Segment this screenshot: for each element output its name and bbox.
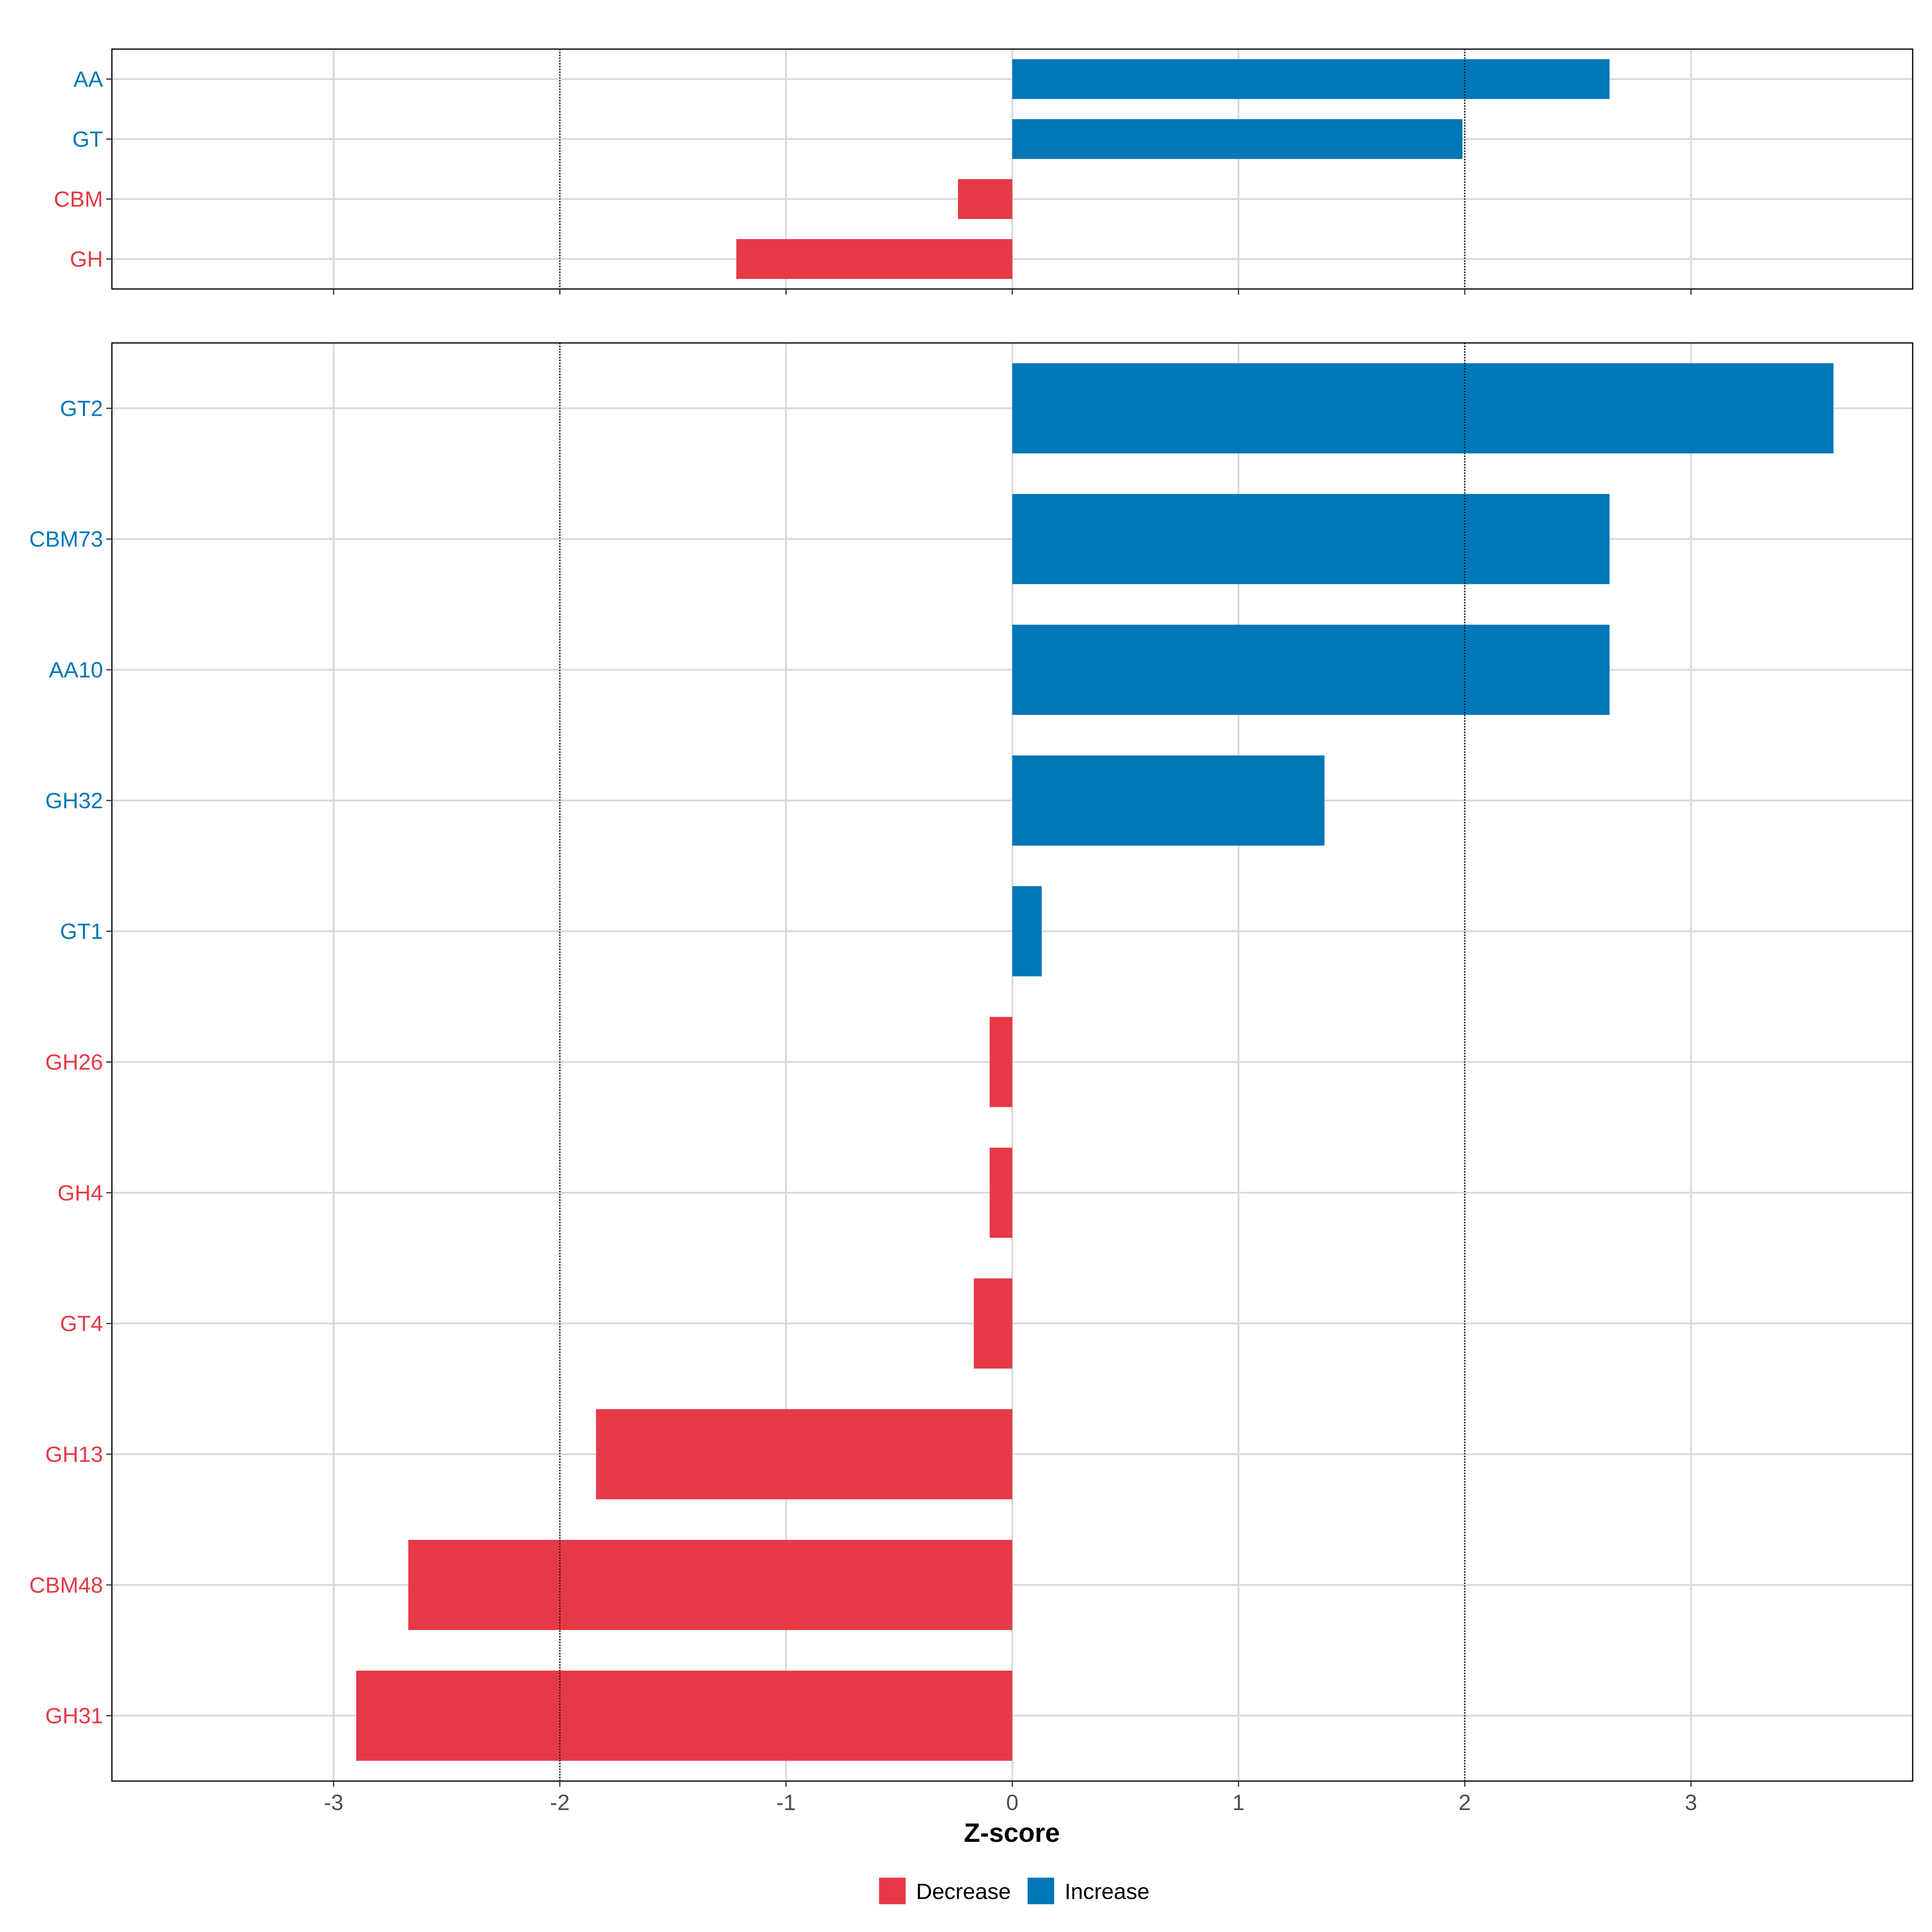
bar-gh32 xyxy=(1012,755,1325,846)
y-label-gh4: GH4 xyxy=(58,1180,103,1205)
legend: Decrease Increase xyxy=(879,1878,1150,1904)
x-tick-label: 3 xyxy=(1685,1790,1697,1815)
x-tick-label: -2 xyxy=(550,1790,570,1815)
bar-gt1 xyxy=(1012,886,1042,976)
bar-gt4 xyxy=(974,1278,1012,1369)
y-label-gt2: GT2 xyxy=(60,396,103,421)
bar-gh13 xyxy=(596,1409,1012,1499)
legend-label-increase: Increase xyxy=(1065,1879,1150,1904)
y-label-gh: GH xyxy=(70,247,103,272)
bar-aa xyxy=(1012,59,1610,99)
bar-gh31 xyxy=(356,1670,1012,1761)
y-label-cbm73: CBM73 xyxy=(29,526,103,551)
legend-swatch-decrease xyxy=(879,1878,906,1904)
top-panel: AA GT CBM GH xyxy=(54,48,1913,295)
y-label-gt: GT xyxy=(72,127,103,152)
bar-aa10 xyxy=(1012,625,1610,715)
legend-swatch-increase xyxy=(1028,1878,1054,1904)
y-label-aa: AA xyxy=(74,67,103,92)
x-tick-label: 0 xyxy=(1006,1790,1019,1815)
x-tick-label: -1 xyxy=(776,1790,796,1815)
bottom-panel: GT2 CBM73 AA10 GH32 GT1 GH26 GH4 GT4 GH13 CBM48 GH… xyxy=(29,342,1913,1815)
y-label-gt4: GT4 xyxy=(60,1311,103,1336)
bar-gh xyxy=(736,239,1012,279)
y-label-gh26: GH26 xyxy=(45,1050,103,1075)
bar-cbm xyxy=(958,179,1012,219)
bar-gh26 xyxy=(989,1017,1012,1107)
x-tick-label: -3 xyxy=(324,1790,343,1815)
x-tick-label: 1 xyxy=(1232,1790,1245,1815)
y-label-aa10: AA10 xyxy=(49,657,103,682)
y-label-cbm48: CBM48 xyxy=(29,1573,103,1598)
y-label-gh32: GH32 xyxy=(45,788,103,813)
y-label-gh31: GH31 xyxy=(45,1703,103,1728)
bar-gt2 xyxy=(1012,363,1834,454)
bar-cbm73 xyxy=(1012,494,1610,584)
y-label-gh13: GH13 xyxy=(45,1442,103,1467)
x-axis-title: Z-score xyxy=(964,1818,1060,1847)
y-label-cbm: CBM xyxy=(54,187,103,212)
bar-cbm48 xyxy=(408,1540,1012,1630)
y-label-gt1: GT1 xyxy=(60,919,103,944)
bar-gt xyxy=(1012,119,1463,159)
x-tick-label: 2 xyxy=(1459,1790,1471,1815)
bar-gh4 xyxy=(989,1148,1012,1238)
legend-label-decrease: Decrease xyxy=(916,1879,1011,1904)
